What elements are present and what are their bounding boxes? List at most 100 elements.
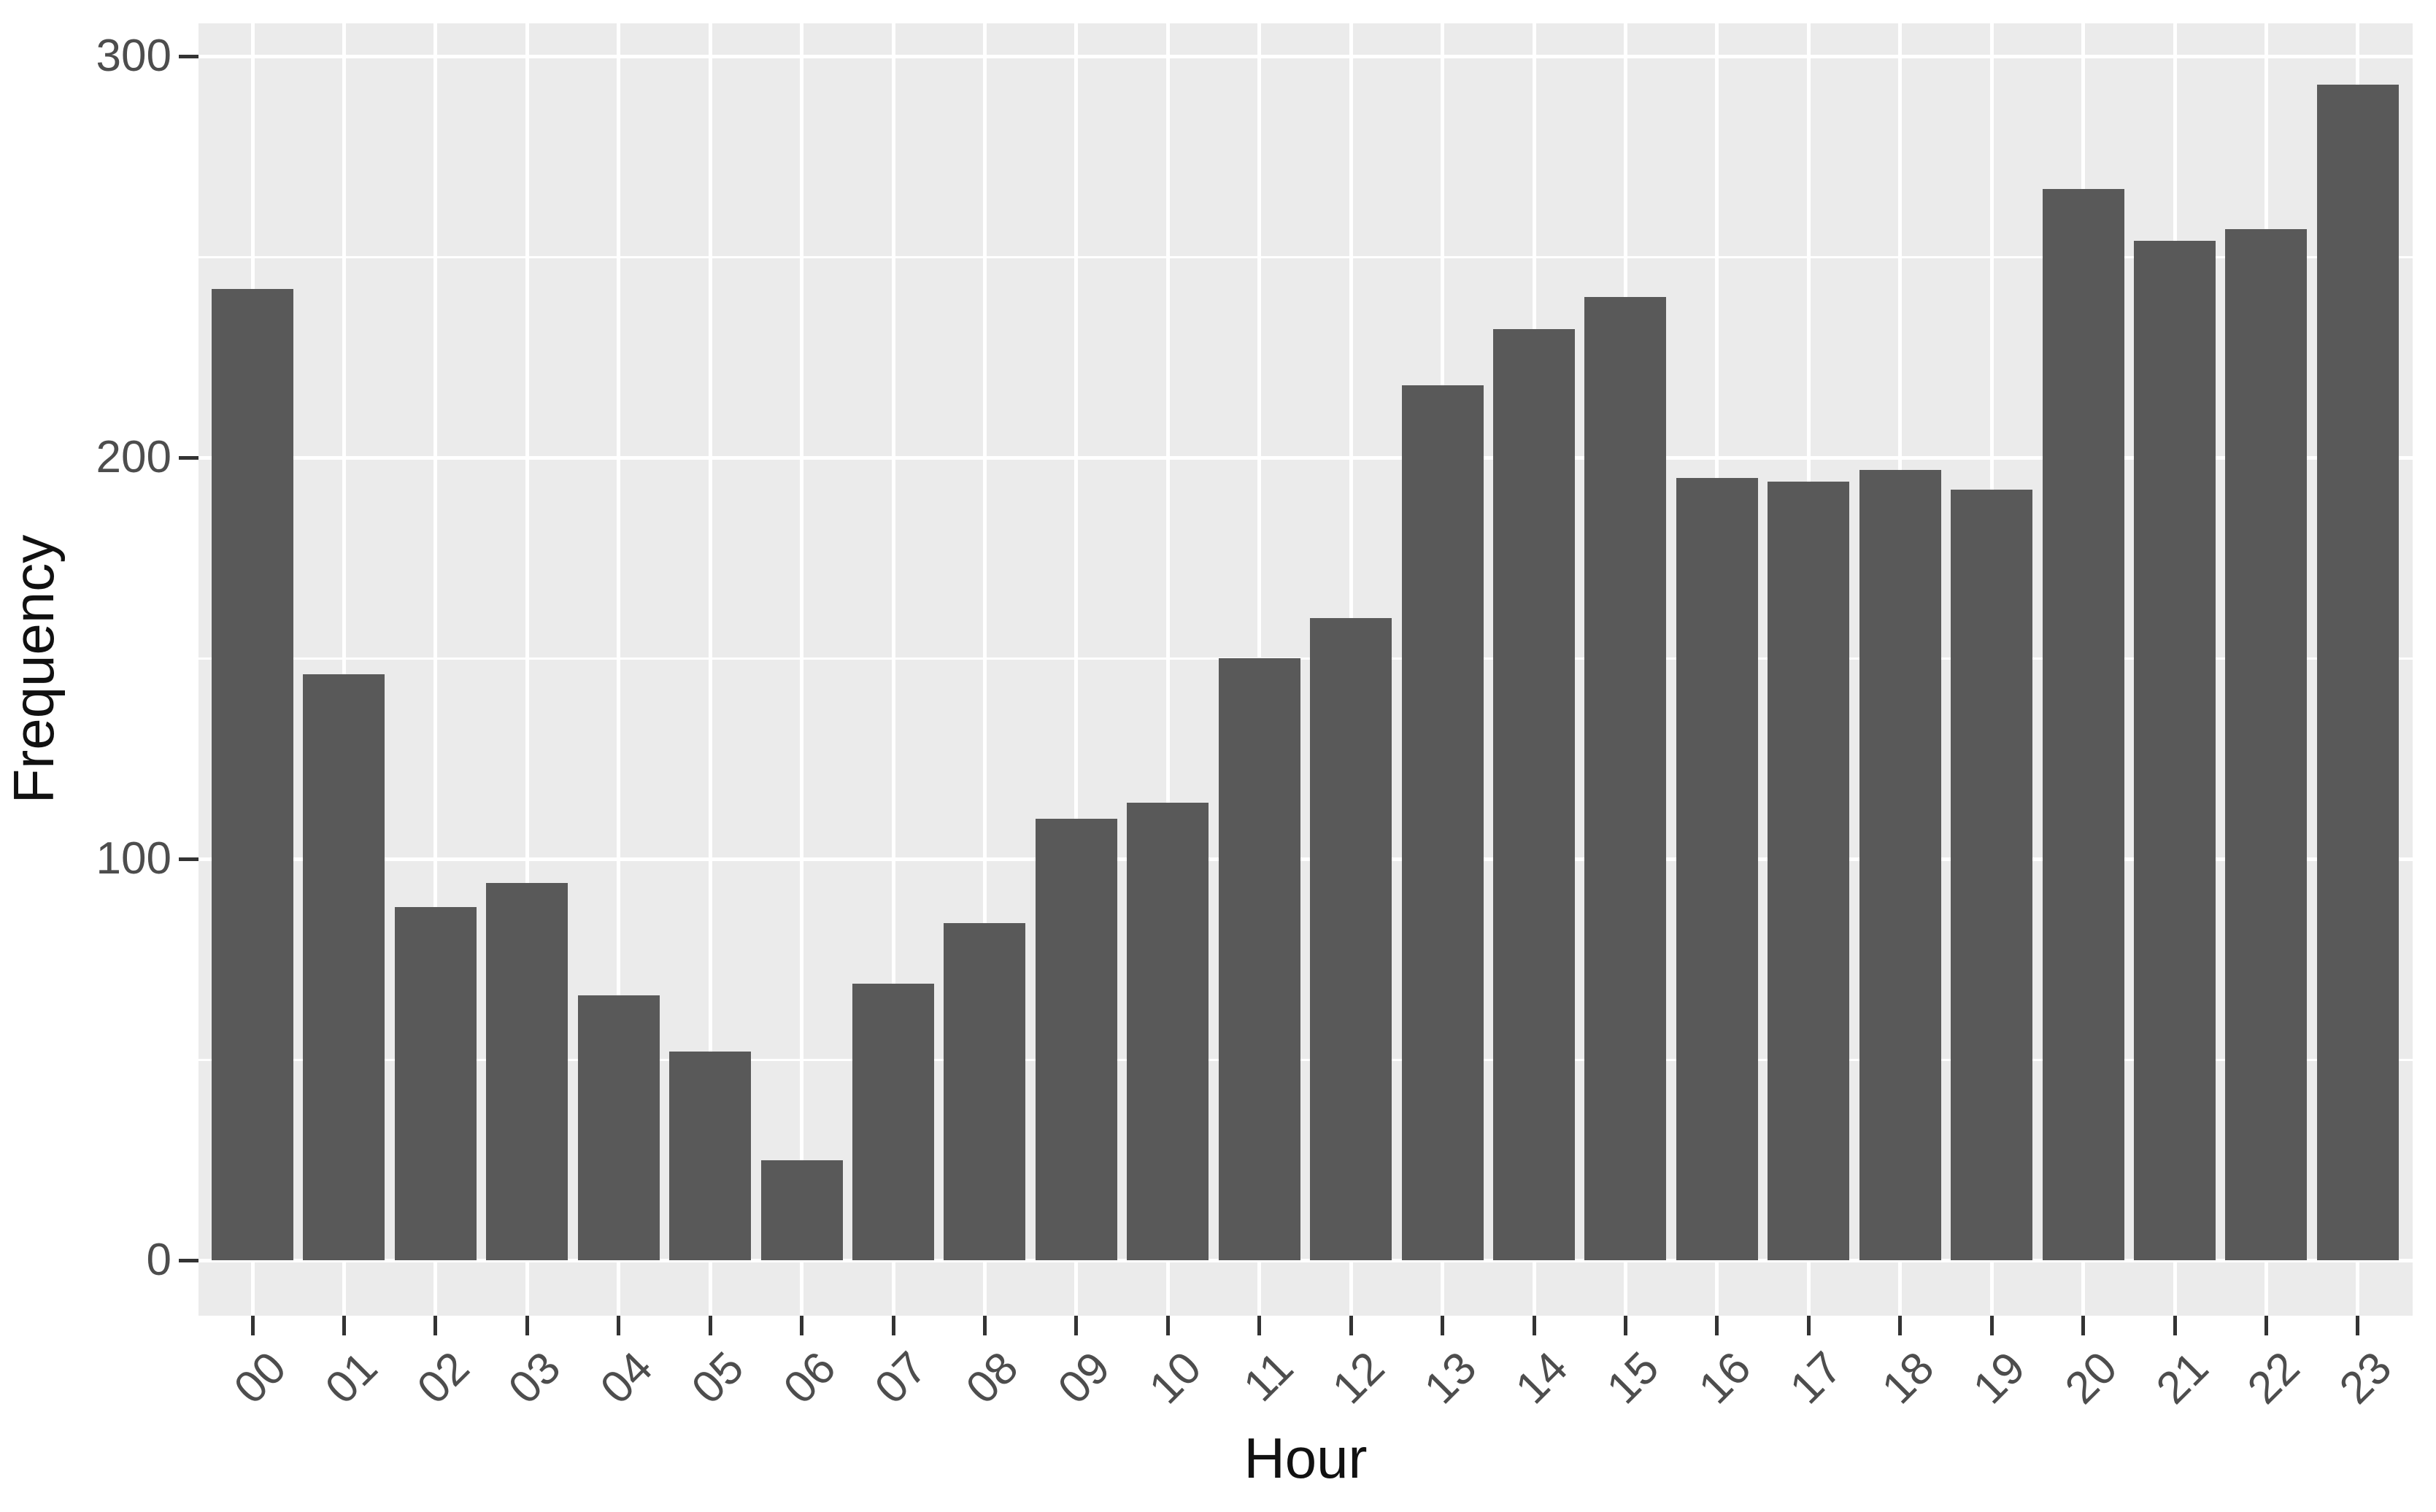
gridline-minor-y50	[198, 1059, 2413, 1061]
x-tick-label-17: 17	[1781, 1342, 1852, 1414]
bar-hour-19	[1951, 490, 2033, 1260]
plot-panel	[198, 23, 2413, 1316]
x-tick-07	[891, 1316, 895, 1335]
x-tick-02	[433, 1316, 438, 1335]
gridline-major-x07	[891, 23, 895, 1316]
x-tick-22	[2264, 1316, 2268, 1335]
x-tick-label-04: 04	[590, 1342, 663, 1414]
x-tick-label-00: 00	[224, 1342, 296, 1414]
bar-hour-13	[1401, 385, 1484, 1260]
bar-hour-18	[1859, 469, 1941, 1260]
x-tick-label-08: 08	[957, 1342, 1028, 1414]
x-tick-label-10: 10	[1140, 1342, 1211, 1414]
x-axis-title: Hour	[1244, 1426, 1368, 1490]
gridline-minor-y150	[198, 657, 2413, 660]
x-tick-label-14: 14	[1506, 1342, 1578, 1414]
gridline-major-y0	[198, 1259, 2413, 1262]
bar-hour-06	[760, 1160, 843, 1260]
gridline-minor-y250	[198, 256, 2413, 258]
x-tick-label-13: 13	[1414, 1342, 1486, 1414]
bar-hour-00	[212, 289, 293, 1260]
gridline-major-y300	[198, 55, 2413, 58]
y-tick-100	[179, 857, 198, 861]
bar-hour-02	[394, 907, 477, 1260]
x-tick-14	[1532, 1316, 1536, 1335]
gridline-major-x08	[982, 23, 987, 1316]
x-tick-label-06: 06	[774, 1342, 845, 1414]
x-tick-19	[1989, 1316, 1994, 1335]
x-tick-11	[1257, 1316, 1262, 1335]
bar-hour-07	[852, 983, 934, 1260]
bar-hour-16	[1676, 477, 1758, 1260]
y-tick-300	[179, 54, 198, 58]
x-tick-18	[1898, 1316, 1903, 1335]
x-tick-label-03: 03	[499, 1342, 571, 1414]
gridline-major-x05	[708, 23, 712, 1316]
x-tick-17	[1806, 1316, 1811, 1335]
bar-hour-23	[2316, 84, 2399, 1260]
y-tick-label-0: 0	[146, 1235, 171, 1285]
x-tick-13	[1441, 1316, 1445, 1335]
gridline-major-y200	[198, 456, 2413, 460]
x-tick-00	[250, 1316, 255, 1335]
bar-hour-22	[2225, 228, 2308, 1260]
x-tick-20	[2081, 1316, 2086, 1335]
x-tick-label-07: 07	[865, 1342, 937, 1414]
gridline-major-x04	[617, 23, 621, 1316]
bar-hour-03	[486, 883, 568, 1260]
x-tick-label-01: 01	[316, 1342, 388, 1414]
x-tick-label-05: 05	[682, 1342, 754, 1414]
gridline-major-x03	[525, 23, 529, 1316]
x-tick-label-21: 21	[2146, 1342, 2219, 1414]
gridline-major-y100	[198, 857, 2413, 861]
x-tick-04	[617, 1316, 621, 1335]
x-tick-03	[525, 1316, 529, 1335]
y-tick-0	[179, 1258, 198, 1262]
gridline-major-x10	[1165, 23, 1170, 1316]
x-tick-label-15: 15	[1597, 1342, 1669, 1414]
x-tick-label-16: 16	[1689, 1342, 1761, 1414]
bar-hour-12	[1310, 618, 1392, 1260]
x-tick-label-12: 12	[1322, 1342, 1395, 1414]
x-tick-21	[2173, 1316, 2177, 1335]
x-tick-10	[1165, 1316, 1170, 1335]
bar-hour-15	[1584, 297, 1667, 1260]
gridline-major-x09	[1074, 23, 1079, 1316]
gridline-major-x01	[342, 23, 346, 1316]
bar-hour-09	[1035, 819, 1117, 1260]
bar-hour-21	[2134, 241, 2216, 1260]
bar-hour-20	[2042, 188, 2124, 1260]
x-tick-label-20: 20	[2055, 1342, 2127, 1414]
y-tick-label-100: 100	[96, 833, 171, 884]
gridline-major-x06	[800, 23, 804, 1316]
x-tick-05	[708, 1316, 712, 1335]
bar-hour-14	[1493, 329, 1576, 1260]
y-tick-label-300: 300	[96, 31, 171, 81]
x-tick-16	[1715, 1316, 1719, 1335]
y-tick-200	[179, 455, 198, 460]
x-tick-23	[2356, 1316, 2360, 1335]
x-tick-label-19: 19	[1963, 1342, 2035, 1414]
x-tick-15	[1623, 1316, 1627, 1335]
bar-hour-05	[669, 1052, 752, 1260]
bar-hour-11	[1218, 658, 1300, 1260]
x-tick-label-23: 23	[2329, 1342, 2402, 1414]
x-tick-01	[342, 1316, 346, 1335]
x-tick-08	[982, 1316, 987, 1335]
x-tick-09	[1074, 1316, 1079, 1335]
bar-hour-10	[1127, 803, 1209, 1260]
bar-hour-04	[577, 995, 660, 1260]
y-tick-label-200: 200	[96, 432, 171, 482]
gridline-major-x02	[433, 23, 438, 1316]
bar-hour-17	[1768, 482, 1850, 1260]
x-tick-label-02: 02	[407, 1342, 479, 1414]
x-tick-label-09: 09	[1048, 1342, 1120, 1414]
x-tick-label-18: 18	[1872, 1342, 1944, 1414]
y-axis-title: Frequency	[1, 534, 66, 804]
x-tick-label-11: 11	[1233, 1342, 1303, 1411]
bar-hour-01	[303, 674, 385, 1260]
x-tick-12	[1349, 1316, 1353, 1335]
bar-hour-08	[944, 923, 1026, 1260]
x-tick-06	[800, 1316, 804, 1335]
